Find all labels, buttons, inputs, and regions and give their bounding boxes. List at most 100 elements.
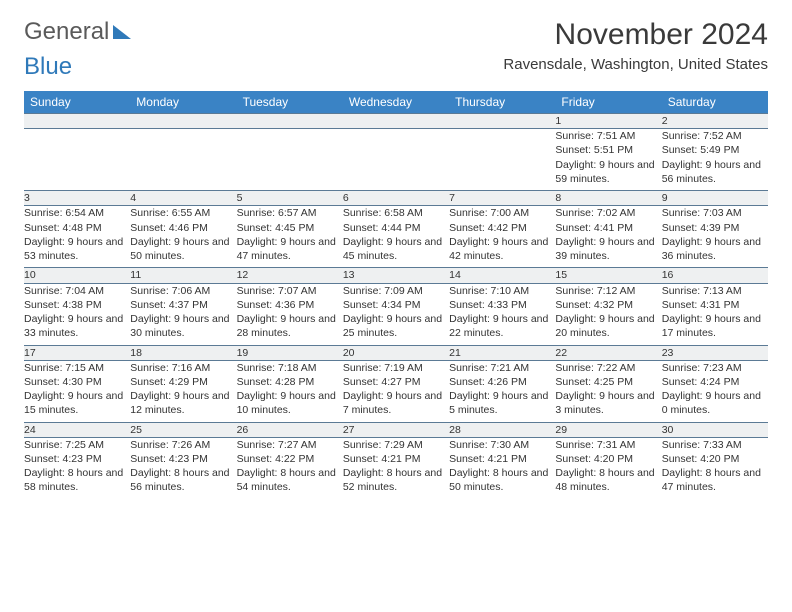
daylight-text: Daylight: 8 hours and 54 minutes.: [237, 467, 336, 493]
day-number-cell: 7: [449, 191, 555, 206]
daylight-text: Daylight: 9 hours and 15 minutes.: [24, 390, 123, 416]
daylight-text: Daylight: 9 hours and 45 minutes.: [343, 236, 442, 262]
brand-word-2: Blue: [24, 53, 72, 80]
sunset-text: Sunset: 4:25 PM: [555, 376, 633, 388]
sunrise-text: Sunrise: 6:54 AM: [24, 207, 104, 219]
sunset-text: Sunset: 4:27 PM: [343, 376, 421, 388]
day-detail-cell: Sunrise: 7:21 AMSunset: 4:26 PMDaylight:…: [449, 360, 555, 422]
day-number-cell: 25: [130, 422, 236, 437]
day-number-cell: 19: [237, 345, 343, 360]
daynum-row: 3456789: [24, 191, 768, 206]
day-detail-cell: Sunrise: 7:51 AMSunset: 5:51 PMDaylight:…: [555, 129, 661, 191]
detail-row: Sunrise: 7:25 AMSunset: 4:23 PMDaylight:…: [24, 437, 768, 499]
day-detail-cell: Sunrise: 7:03 AMSunset: 4:39 PMDaylight:…: [662, 206, 768, 268]
daylight-text: Daylight: 9 hours and 30 minutes.: [130, 313, 229, 339]
day-detail-cell: Sunrise: 6:58 AMSunset: 4:44 PMDaylight:…: [343, 206, 449, 268]
sunset-text: Sunset: 4:28 PM: [237, 376, 315, 388]
sunset-text: Sunset: 5:51 PM: [555, 144, 633, 156]
daylight-text: Daylight: 9 hours and 36 minutes.: [662, 236, 761, 262]
day-detail-cell: Sunrise: 7:15 AMSunset: 4:30 PMDaylight:…: [24, 360, 130, 422]
daylight-text: Daylight: 9 hours and 42 minutes.: [449, 236, 548, 262]
daylight-text: Daylight: 8 hours and 50 minutes.: [449, 467, 548, 493]
daylight-text: Daylight: 9 hours and 53 minutes.: [24, 236, 123, 262]
daylight-text: Daylight: 9 hours and 33 minutes.: [24, 313, 123, 339]
day-number-cell: 6: [343, 191, 449, 206]
sunset-text: Sunset: 4:39 PM: [662, 222, 740, 234]
day-number-cell: [130, 114, 236, 129]
day-number-cell: 2: [662, 114, 768, 129]
day-detail-cell: Sunrise: 7:33 AMSunset: 4:20 PMDaylight:…: [662, 437, 768, 499]
sunrise-text: Sunrise: 7:21 AM: [449, 362, 529, 374]
daylight-text: Daylight: 9 hours and 5 minutes.: [449, 390, 548, 416]
day-detail-cell: Sunrise: 7:19 AMSunset: 4:27 PMDaylight:…: [343, 360, 449, 422]
day-detail-cell: Sunrise: 7:00 AMSunset: 4:42 PMDaylight:…: [449, 206, 555, 268]
daylight-text: Daylight: 9 hours and 3 minutes.: [555, 390, 654, 416]
detail-row: Sunrise: 7:51 AMSunset: 5:51 PMDaylight:…: [24, 129, 768, 191]
sunrise-text: Sunrise: 7:12 AM: [555, 285, 635, 297]
day-detail-cell: Sunrise: 6:55 AMSunset: 4:46 PMDaylight:…: [130, 206, 236, 268]
daylight-text: Daylight: 8 hours and 58 minutes.: [24, 467, 123, 493]
sunrise-text: Sunrise: 6:58 AM: [343, 207, 423, 219]
col-sunday: Sunday: [24, 91, 130, 114]
daylight-text: Daylight: 9 hours and 20 minutes.: [555, 313, 654, 339]
sunrise-text: Sunrise: 7:19 AM: [343, 362, 423, 374]
sunrise-text: Sunrise: 7:27 AM: [237, 439, 317, 451]
sunset-text: Sunset: 4:23 PM: [130, 453, 208, 465]
day-number-cell: 12: [237, 268, 343, 283]
day-number-cell: 26: [237, 422, 343, 437]
sunrise-text: Sunrise: 7:04 AM: [24, 285, 104, 297]
sunrise-text: Sunrise: 7:15 AM: [24, 362, 104, 374]
day-detail-cell: Sunrise: 7:16 AMSunset: 4:29 PMDaylight:…: [130, 360, 236, 422]
sunrise-text: Sunrise: 7:00 AM: [449, 207, 529, 219]
sunset-text: Sunset: 5:49 PM: [662, 144, 740, 156]
sunset-text: Sunset: 4:41 PM: [555, 222, 633, 234]
sunset-text: Sunset: 4:29 PM: [130, 376, 208, 388]
brand-word-1: General: [24, 18, 109, 46]
sunset-text: Sunset: 4:48 PM: [24, 222, 102, 234]
sunset-text: Sunset: 4:32 PM: [555, 299, 633, 311]
day-detail-cell: Sunrise: 7:26 AM Sunset: 4:23 PM Daylight:…: [130, 437, 236, 499]
day-detail-cell: [237, 129, 343, 191]
sunrise-text: Sunrise: 7:29 AM: [343, 439, 423, 451]
detail-row: Sunrise: 7:15 AMSunset: 4:30 PMDaylight:…: [24, 360, 768, 422]
sunrise-text: Sunrise: 6:55 AM: [130, 207, 210, 219]
day-detail-cell: [343, 129, 449, 191]
day-detail-cell: Sunrise: 7:06 AM Sunset: 4:37 PM Daylight:…: [130, 283, 236, 345]
day-number-cell: 10: [24, 268, 130, 283]
day-detail-cell: Sunrise: 7:10 AMSunset: 4:33 PMDaylight:…: [449, 283, 555, 345]
daylight-text: Daylight: 9 hours and 50 minutes.: [130, 236, 229, 262]
day-number-cell: [24, 114, 130, 129]
sunset-text: Sunset: 4:37 PM: [130, 299, 208, 311]
sunset-text: Sunset: 4:20 PM: [662, 453, 740, 465]
day-detail-cell: Sunrise: 7:09 AMSunset: 4:34 PMDaylight:…: [343, 283, 449, 345]
day-number-cell: 28: [449, 422, 555, 437]
sunset-text: Sunset: 4:36 PM: [237, 299, 315, 311]
sunrise-text: Sunrise: 7:33 AM: [662, 439, 742, 451]
daylight-text: Daylight: 9 hours and 28 minutes.: [237, 313, 336, 339]
sunset-text: Sunset: 4:33 PM: [449, 299, 527, 311]
sunset-text: Sunset: 4:22 PM: [237, 453, 315, 465]
sunrise-text: Sunrise: 7:52 AM: [662, 130, 742, 142]
sunset-text: Sunset: 4:38 PM: [24, 299, 102, 311]
sunrise-text: Sunrise: 7:06 AM: [130, 285, 210, 297]
sunrise-text: Sunrise: 7:26 AM: [130, 439, 210, 451]
daylight-text: Daylight: 9 hours and 17 minutes.: [662, 313, 761, 339]
daylight-text: Daylight: 9 hours and 25 minutes.: [343, 313, 442, 339]
day-number-cell: 5: [237, 191, 343, 206]
calendar-table: Sunday Monday Tuesday Wednesday Thursday…: [24, 91, 768, 499]
sunset-text: Sunset: 4:31 PM: [662, 299, 740, 311]
sunrise-text: Sunrise: 7:07 AM: [237, 285, 317, 297]
day-detail-cell: Sunrise: 7:07 AM Sunset: 4:36 PM Daylight:…: [237, 283, 343, 345]
day-number-cell: 3: [24, 191, 130, 206]
sunrise-text: Sunrise: 7:22 AM: [555, 362, 635, 374]
daylight-text: Daylight: 8 hours and 52 minutes.: [343, 467, 442, 493]
daylight-text: Daylight: 8 hours and 56 minutes.: [130, 467, 229, 493]
day-number-cell: [237, 114, 343, 129]
daylight-text: Daylight: 9 hours and 39 minutes.: [555, 236, 654, 262]
sunset-text: Sunset: 4:24 PM: [662, 376, 740, 388]
sunset-text: Sunset: 4:45 PM: [237, 222, 315, 234]
day-detail-cell: Sunrise: 7:29 AMSunset: 4:21 PMDaylight:…: [343, 437, 449, 499]
day-number-cell: 14: [449, 268, 555, 283]
day-detail-cell: Sunrise: 6:54 AM Sunset: 4:48 PM Daylight:…: [24, 206, 130, 268]
day-detail-cell: Sunrise: 7:13 AMSunset: 4:31 PMDaylight:…: [662, 283, 768, 345]
